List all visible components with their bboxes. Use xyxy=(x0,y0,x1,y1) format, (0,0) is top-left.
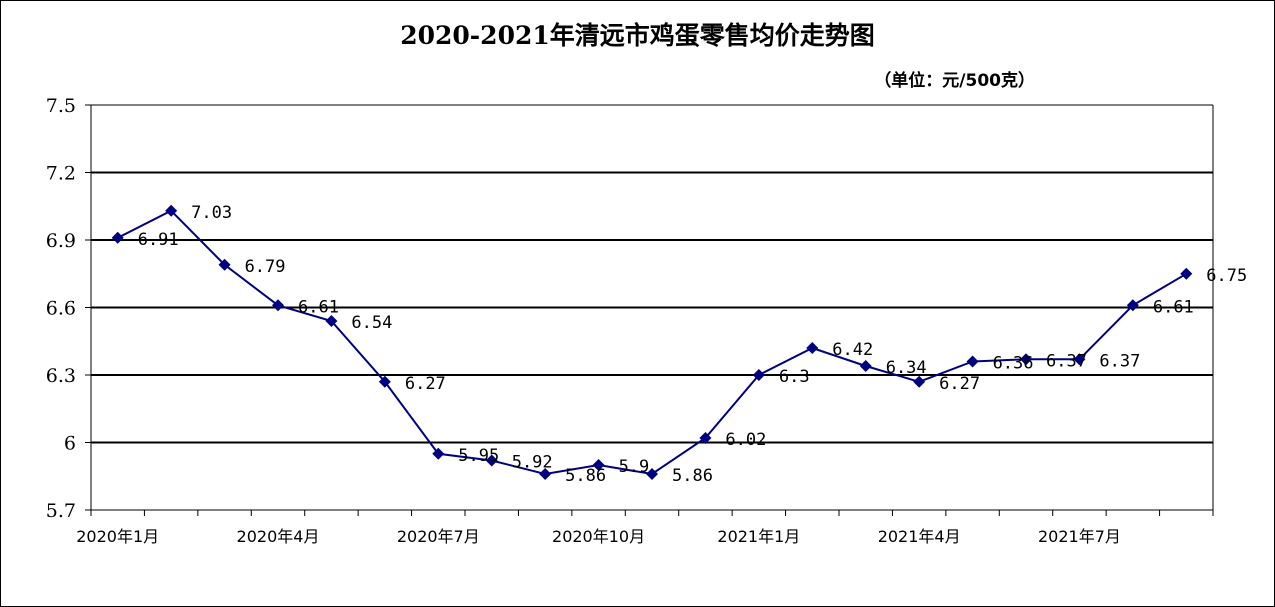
chart-title: 2020-2021年清远市鸡蛋零售均价走势图 xyxy=(400,21,875,50)
data-label: 6.36 xyxy=(993,354,1034,374)
data-label: 5.86 xyxy=(672,466,713,486)
data-label: 6.79 xyxy=(245,257,286,277)
data-point-marker xyxy=(859,360,872,372)
data-label: 6.61 xyxy=(298,297,339,317)
x-tick-label: 2020年4月 xyxy=(237,527,320,546)
data-point-marker xyxy=(752,369,765,381)
data-point-marker xyxy=(592,459,605,471)
data-point-marker xyxy=(913,375,926,388)
data-point-marker xyxy=(432,447,445,460)
x-tick-label: 2020年10月 xyxy=(552,527,645,546)
data-label: 6.54 xyxy=(351,313,392,333)
data-point-marker xyxy=(165,204,178,217)
data-point-marker xyxy=(272,299,284,312)
data-point-marker xyxy=(485,454,498,467)
y-tick-label: 6.6 xyxy=(46,298,76,320)
y-tick-label: 6.3 xyxy=(46,365,76,387)
data-label: 6.75 xyxy=(1206,266,1247,286)
data-label: 6.02 xyxy=(725,430,766,450)
gridlines xyxy=(91,104,1213,444)
data-point-marker xyxy=(1180,267,1193,280)
data-markers xyxy=(111,204,1193,480)
x-axis-tick-labels: 2020年1月 2020年4月 2020年7月 2020年10月 2021年1月 2021… xyxy=(76,527,1121,546)
data-label: 5.9 xyxy=(619,457,650,477)
unit-label: （单位：元/500克） xyxy=(874,71,1035,91)
data-point-marker xyxy=(646,468,658,480)
data-point-marker xyxy=(111,231,124,244)
data-point-marker xyxy=(539,468,552,480)
x-tick-label: 2020年7月 xyxy=(397,527,480,546)
data-point-marker xyxy=(218,258,231,271)
x-tick-label: 2020年1月 xyxy=(76,527,159,546)
data-label: 5.95 xyxy=(458,446,499,466)
data-label: 6.42 xyxy=(832,340,873,360)
data-label: 5.92 xyxy=(512,453,553,473)
data-point-marker xyxy=(325,315,338,327)
data-label: 6.37 xyxy=(1046,351,1087,371)
data-label: 6.91 xyxy=(138,230,179,250)
data-label: 6.3 xyxy=(779,367,810,387)
data-point-marker xyxy=(806,342,819,354)
y-tick-label: 6 xyxy=(64,433,76,455)
data-label: 6.61 xyxy=(1153,297,1194,317)
data-point-marker xyxy=(1126,299,1139,312)
data-point-marker xyxy=(1020,353,1032,366)
data-label: 6.37 xyxy=(1099,351,1140,371)
axes xyxy=(85,104,1214,516)
y-axis-tick-labels: 7.5 7.2 6.9 6.6 6.3 6 5.7 xyxy=(46,95,76,522)
x-tick-label: 2021年1月 xyxy=(717,527,800,546)
y-tick-label: 7.2 xyxy=(46,163,76,185)
y-tick-label: 7.5 xyxy=(46,95,76,117)
price-series-line xyxy=(117,209,1187,476)
data-point-marker xyxy=(966,355,979,368)
y-tick-label: 5.7 xyxy=(46,500,76,522)
data-point-marker xyxy=(378,375,391,388)
data-labels: 6.91 7.03 6.79 6.61 6.54 6.27 5.95 5.92 5.86 5.9 5… xyxy=(138,203,1248,486)
data-point-marker xyxy=(1073,353,1086,366)
data-label: 6.34 xyxy=(886,358,927,378)
data-label: 6.27 xyxy=(939,374,980,394)
x-tick-label: 2021年4月 xyxy=(878,527,961,546)
data-label: 6.27 xyxy=(405,374,446,394)
data-point-marker xyxy=(699,432,712,444)
y-tick-label: 6.9 xyxy=(46,230,76,252)
data-label: 5.86 xyxy=(565,466,606,486)
x-tick-label: 2021年7月 xyxy=(1038,527,1121,546)
data-label: 7.03 xyxy=(191,203,232,223)
